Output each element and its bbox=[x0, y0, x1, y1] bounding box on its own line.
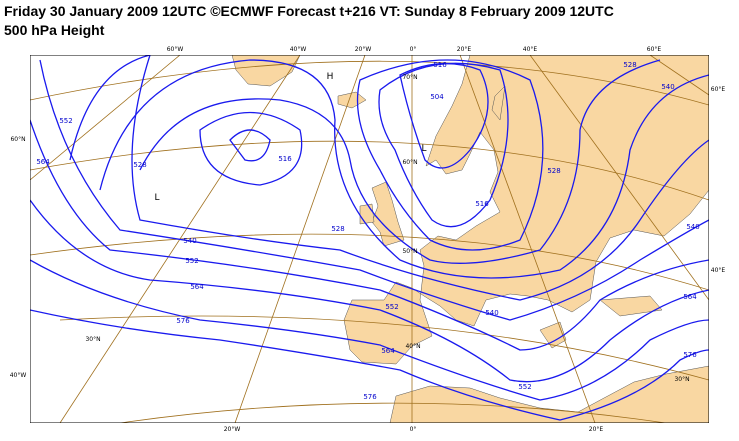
graticule-label: 20°E bbox=[457, 46, 472, 53]
contour-label: 564 bbox=[683, 293, 697, 301]
graticule-label: 20°W bbox=[224, 426, 241, 433]
contour-label: 576 bbox=[683, 351, 697, 359]
contour-label: 540 bbox=[485, 309, 498, 317]
graticule-label: 40°W bbox=[290, 46, 307, 53]
pressure-centre: L bbox=[154, 193, 159, 203]
graticule-label: 40°E bbox=[711, 267, 726, 274]
contour-label: 516 bbox=[433, 61, 447, 69]
graticule-label: 40°W bbox=[10, 372, 27, 379]
contour-label: 540 bbox=[183, 237, 196, 245]
title: Friday 30 January 2009 12UTC ©ECMWF Fore… bbox=[4, 3, 614, 19]
graticule-label: 60°E bbox=[711, 86, 726, 93]
contours bbox=[30, 55, 709, 421]
graticule-label: 30°N bbox=[674, 376, 689, 383]
graticule-label: 50°N bbox=[402, 248, 417, 255]
pressure-centre: L bbox=[421, 144, 426, 154]
contour-label: 576 bbox=[363, 393, 377, 401]
contour-label: 528 bbox=[133, 161, 146, 169]
graticule-label: 60°E bbox=[647, 46, 662, 53]
contour-label: 552 bbox=[385, 303, 398, 311]
contour-label: 540 bbox=[661, 83, 674, 91]
graticule-label: 0° bbox=[410, 426, 417, 433]
graticule-label: 30°N bbox=[85, 336, 100, 343]
subtitle: 500 hPa Height bbox=[4, 22, 105, 38]
contour-label: 576 bbox=[176, 317, 190, 325]
map-body bbox=[30, 55, 709, 423]
contour-label: 528 bbox=[547, 167, 560, 175]
contour-label: 564 bbox=[36, 158, 50, 166]
graticule-label: 60°N bbox=[402, 159, 417, 166]
contour-label: 564 bbox=[381, 347, 395, 355]
contour-label: 552 bbox=[518, 383, 531, 391]
contour-label: 528 bbox=[623, 61, 636, 69]
graticule-label: 60°W bbox=[167, 46, 184, 53]
contour-label: 528 bbox=[331, 225, 344, 233]
graticule-label: 70°N bbox=[402, 74, 417, 81]
graticule-label: 40°E bbox=[523, 46, 538, 53]
contour-label: 564 bbox=[190, 283, 204, 291]
graticule-label: 20°W bbox=[355, 46, 372, 53]
graticule-label: 0° bbox=[410, 46, 417, 53]
pressure-centre: H bbox=[327, 72, 334, 82]
contour-label: 552 bbox=[59, 117, 72, 125]
contour-label: 504 bbox=[430, 93, 444, 101]
graticule bbox=[30, 55, 709, 423]
graticule-label: 40°N bbox=[405, 343, 420, 350]
contour-label: 516 bbox=[278, 155, 292, 163]
graticule-label: 20°E bbox=[589, 426, 604, 433]
land bbox=[231, 55, 709, 423]
contour-label: 552 bbox=[185, 257, 198, 265]
contour-label: 540 bbox=[686, 223, 699, 231]
graticule-label: 60°N bbox=[10, 136, 25, 143]
contour-label: 516 bbox=[475, 200, 489, 208]
